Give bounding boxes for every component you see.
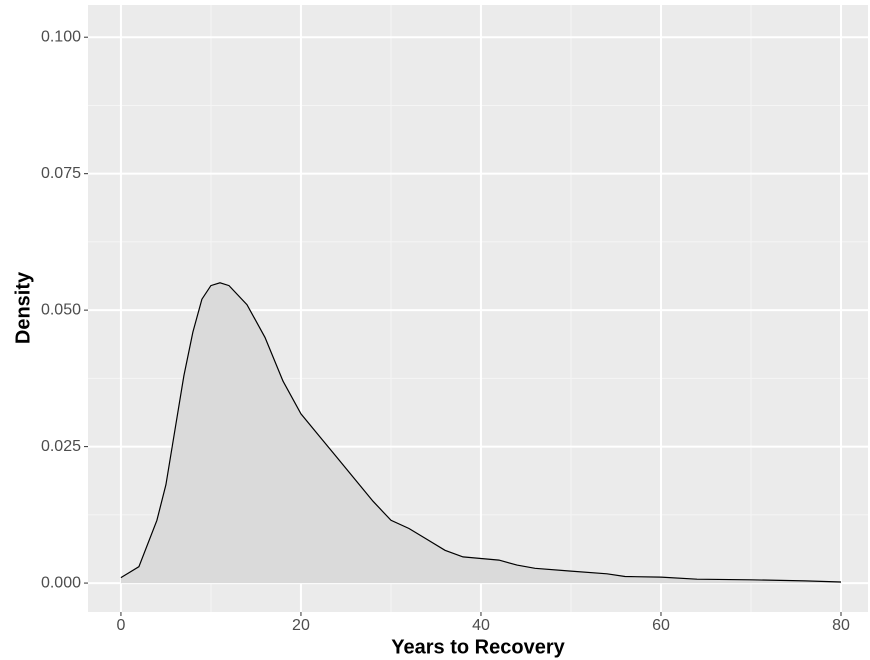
x-tick-label: 80 — [832, 617, 850, 634]
x-tick-label: 20 — [292, 617, 310, 634]
y-tick-label: 0.075 — [41, 165, 81, 182]
density-line — [120, 282, 842, 583]
y-axis-title: Density — [12, 271, 34, 344]
x-axis-title: Years to Recovery — [391, 636, 565, 658]
x-tick-label: 40 — [472, 617, 490, 634]
y-tick-label: 0.000 — [41, 574, 81, 591]
y-tick-label: 0.025 — [41, 438, 81, 455]
y-tick-label: 0.100 — [41, 28, 81, 45]
y-tick-label: 0.050 — [41, 301, 81, 318]
density-area — [120, 282, 841, 584]
x-tick-label: 0 — [116, 617, 125, 634]
x-tick-label: 60 — [652, 617, 670, 634]
